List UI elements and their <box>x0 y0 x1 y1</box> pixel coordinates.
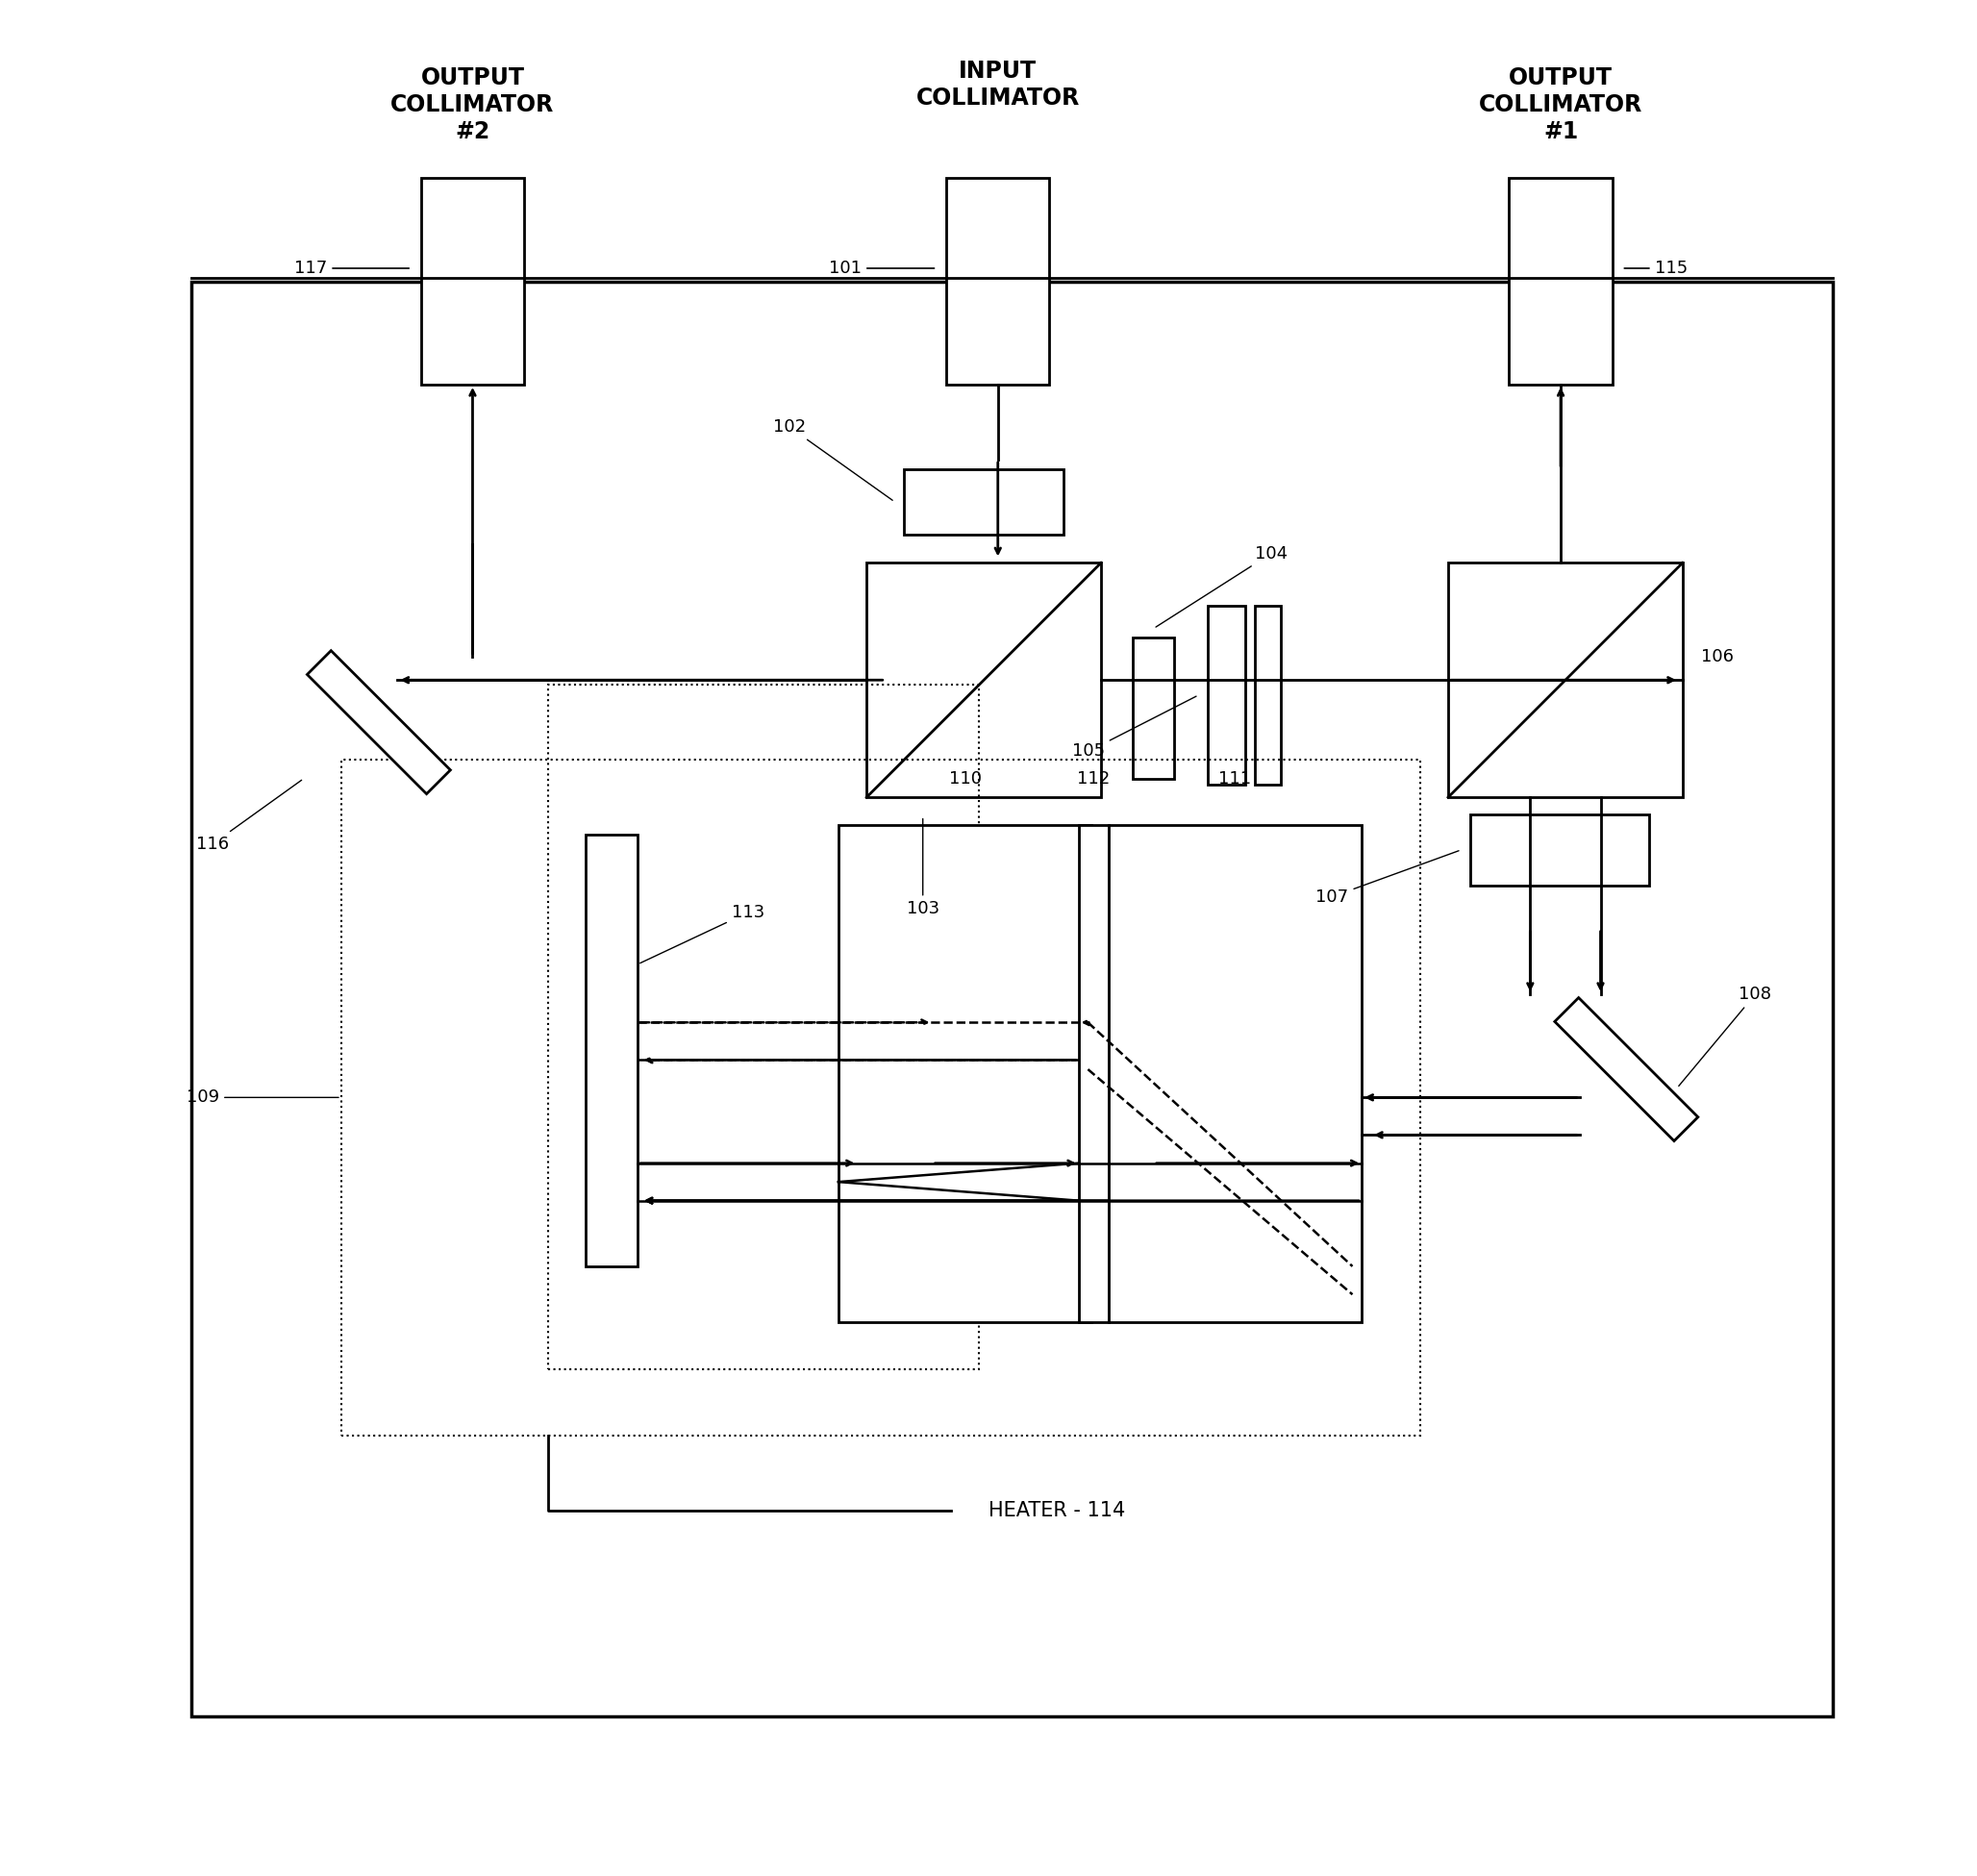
Text: 111: 111 <box>1218 769 1251 788</box>
Text: 117: 117 <box>295 259 409 278</box>
Bar <box>1079 825 1109 1323</box>
Text: OUTPUT
COLLIMATOR
#2: OUTPUT COLLIMATOR #2 <box>391 68 554 143</box>
Text: OUTPUT
COLLIMATOR
#1: OUTPUT COLLIMATOR #1 <box>1479 68 1643 143</box>
Text: 115: 115 <box>1625 259 1688 278</box>
Bar <box>1208 606 1246 784</box>
Bar <box>342 760 1419 1435</box>
Bar <box>548 685 979 1369</box>
Bar <box>1447 563 1682 797</box>
Bar <box>421 178 524 385</box>
Bar <box>1471 814 1649 885</box>
Bar <box>947 178 1050 385</box>
Bar <box>1109 825 1362 1323</box>
Bar <box>1255 606 1281 784</box>
Bar <box>1133 638 1174 779</box>
Text: 113: 113 <box>641 904 765 962</box>
Bar <box>1508 178 1613 385</box>
Text: 112: 112 <box>1077 769 1109 788</box>
Text: 106: 106 <box>1702 647 1734 666</box>
Text: INPUT
COLLIMATOR: INPUT COLLIMATOR <box>915 60 1079 109</box>
Text: 101: 101 <box>828 259 935 278</box>
Text: 116: 116 <box>196 780 302 854</box>
Text: 107: 107 <box>1317 850 1459 906</box>
Bar <box>866 563 1101 797</box>
Polygon shape <box>1554 998 1698 1141</box>
Text: 104: 104 <box>1157 544 1287 627</box>
Bar <box>903 469 1064 535</box>
Text: 108: 108 <box>1678 985 1771 1086</box>
Text: HEATER - 114: HEATER - 114 <box>988 1501 1125 1520</box>
Text: 105: 105 <box>1072 696 1196 760</box>
Bar <box>192 281 1833 1717</box>
Text: 109: 109 <box>186 1088 338 1107</box>
Text: 102: 102 <box>773 418 892 501</box>
Text: 110: 110 <box>949 769 981 788</box>
Bar <box>585 835 639 1266</box>
Polygon shape <box>306 651 451 794</box>
Bar <box>838 825 1091 1323</box>
Text: 103: 103 <box>905 818 939 917</box>
